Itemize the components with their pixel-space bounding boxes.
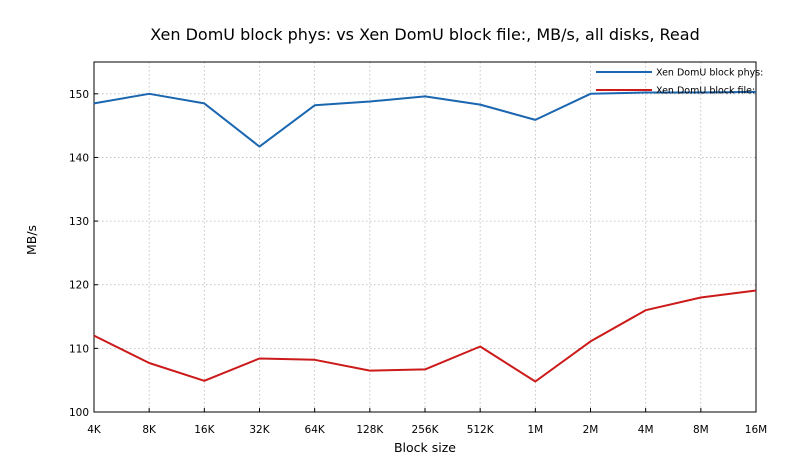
x-axis-ticks: 4K 8K 16K 32K 64K 128K 256K 512K 1M 2M 4M 8M 16M — [87, 408, 767, 436]
y-tick-label: 140 — [69, 152, 89, 164]
x-tick-label: 16M — [745, 424, 767, 436]
x-tick-label: 512K — [467, 424, 495, 436]
x-tick-label: 8K — [142, 424, 157, 436]
x-tick-label: 4M — [638, 424, 654, 436]
series-line-phys — [93, 90, 757, 148]
x-tick-label: 1M — [527, 424, 543, 436]
series-line-file — [93, 289, 757, 383]
x-tick-label: 64K — [305, 424, 326, 436]
x-axis-label: Block size — [394, 440, 456, 455]
x-tick-label: 256K — [412, 424, 440, 436]
chart-title: Xen DomU block phys: vs Xen DomU block f… — [150, 25, 699, 44]
x-tick-label: 32K — [249, 424, 270, 436]
legend-label-phys: Xen DomU block phys: — [656, 68, 763, 79]
plot-frame — [93, 61, 757, 413]
y-tick-label: 150 — [69, 89, 89, 101]
y-axis-ticks: 100 110 120 130 140 150 — [69, 89, 98, 419]
legend-label-file: Xen DomU block file: — [656, 86, 755, 97]
x-tick-label: 8M — [693, 424, 709, 436]
grid — [94, 62, 756, 412]
series-lines — [93, 90, 757, 383]
y-tick-label: 130 — [69, 216, 89, 228]
x-tick-label: 2M — [583, 424, 599, 436]
x-tick-label: 128K — [356, 424, 384, 436]
y-tick-label: 100 — [69, 407, 89, 419]
y-tick-label: 110 — [69, 343, 89, 355]
legend: Xen DomU block phys: Xen DomU block file… — [596, 68, 763, 97]
x-tick-label: 16K — [194, 424, 215, 436]
y-tick-label: 120 — [69, 280, 89, 292]
y-axis-label: MB/s — [24, 225, 39, 255]
x-tick-label: 4K — [87, 424, 102, 436]
